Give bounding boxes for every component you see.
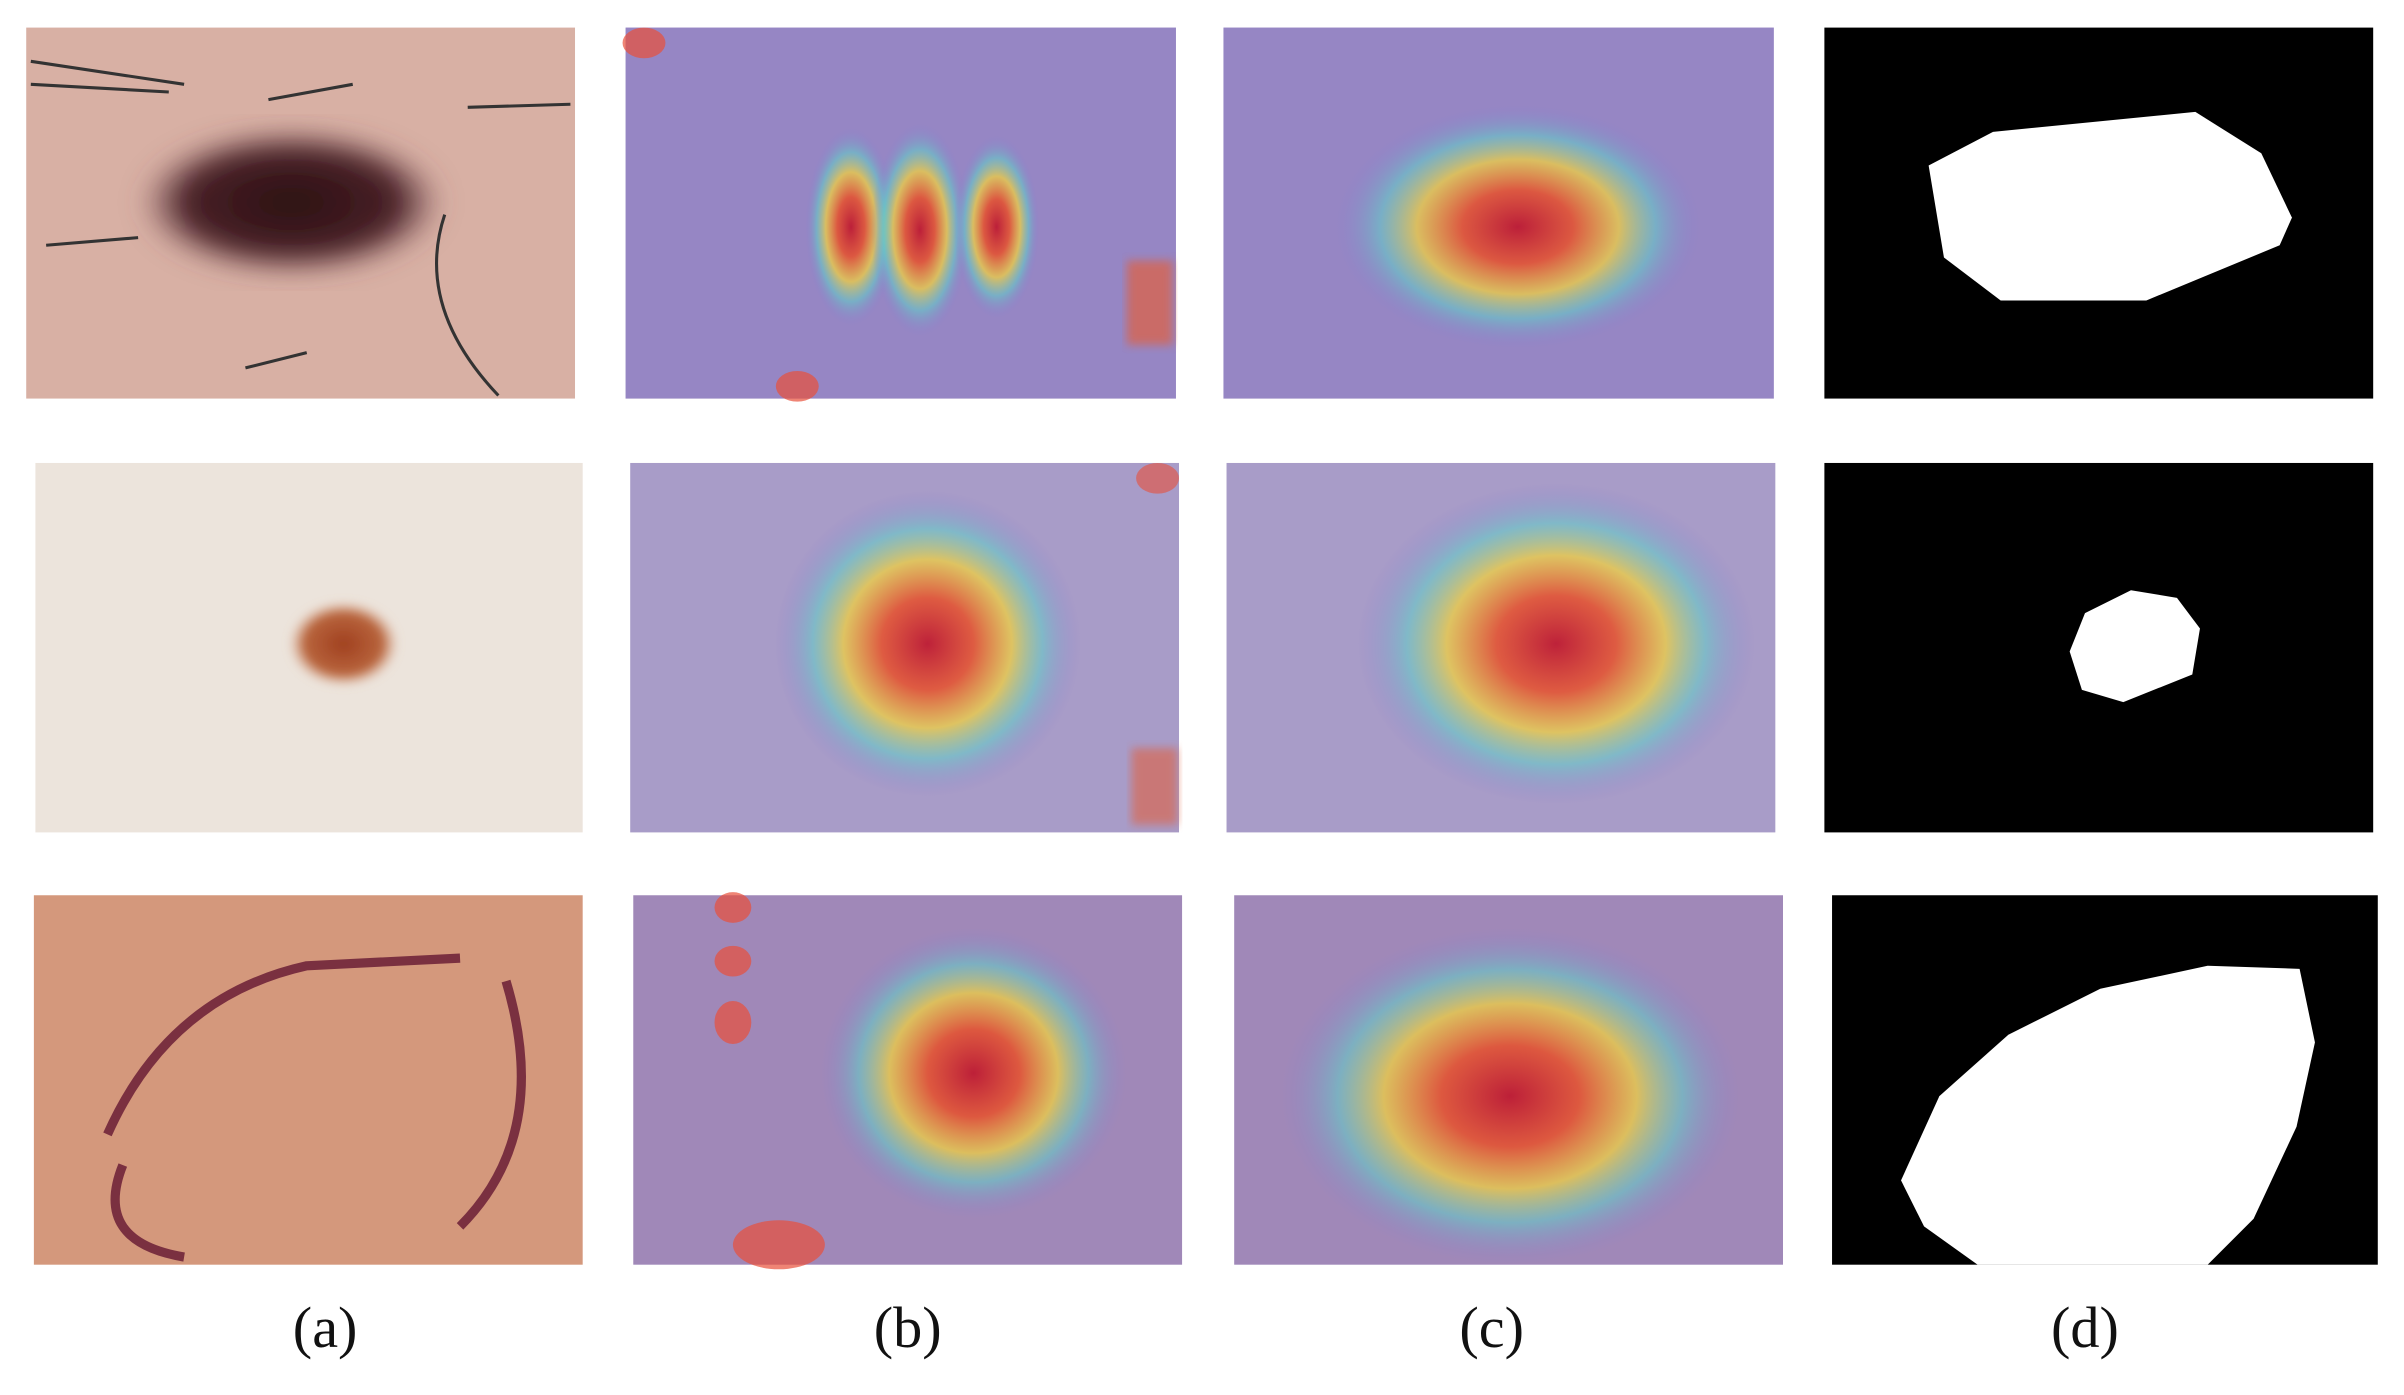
- mask-row-2: [1824, 462, 2374, 833]
- mask-row-3: [1832, 895, 2378, 1265]
- image-row-3-c: [1234, 895, 1783, 1265]
- image-row-1-c: [1223, 27, 1774, 399]
- image-row-3-b: [633, 892, 1183, 1270]
- caption: (c): [1459, 1295, 1524, 1360]
- image-row-3-a: [33, 895, 583, 1265]
- mask-row-1: [1824, 27, 2374, 399]
- image-row-2-c: [1226, 462, 1776, 833]
- caption: (b): [874, 1295, 942, 1360]
- image-row-2-b: [630, 462, 1180, 833]
- image-row-1-a: [26, 27, 576, 399]
- image-row-2-a: [35, 462, 583, 833]
- caption: (d): [2051, 1295, 2119, 1360]
- caption: (a): [293, 1295, 358, 1360]
- image-row-1-b: [622, 27, 1176, 402]
